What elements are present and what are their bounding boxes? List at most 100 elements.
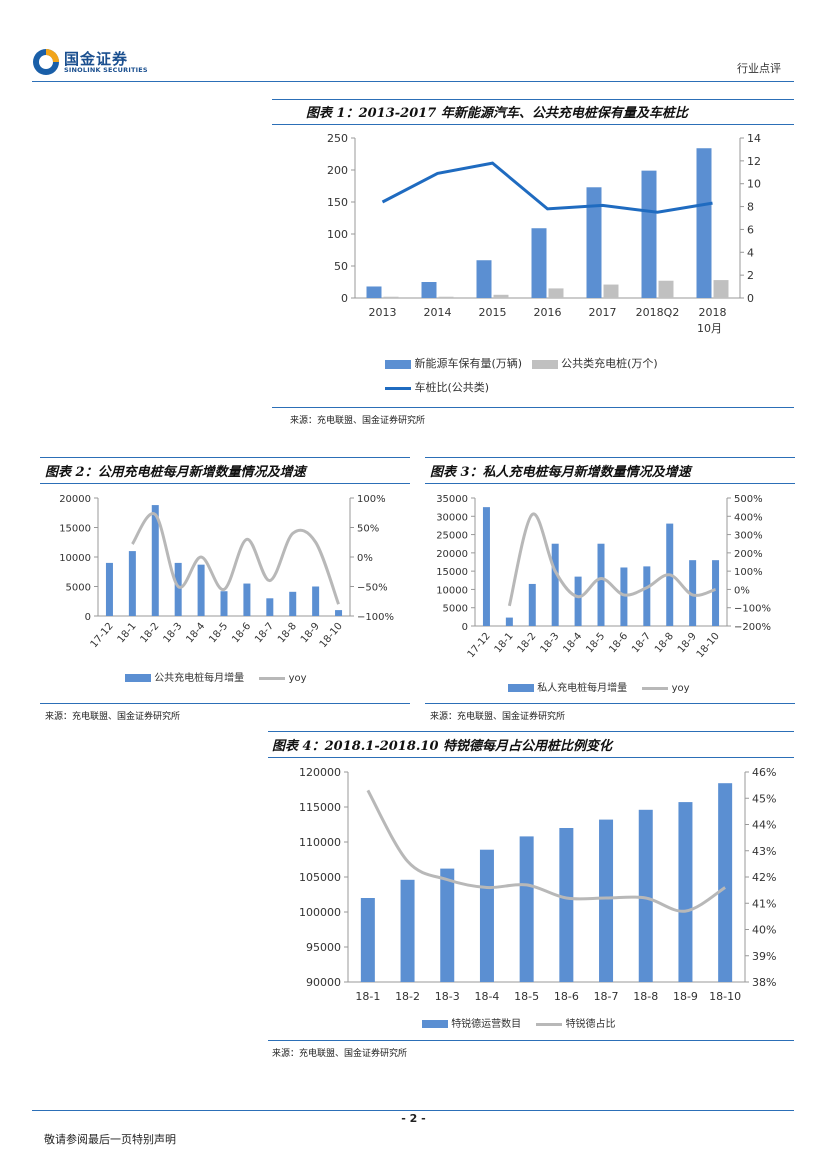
figure-3-legend: 私人充电桩每月增量 yoy (508, 679, 690, 694)
figure-2-caption-rule (40, 483, 410, 484)
y2-tick-label: 8 (747, 201, 754, 214)
y-tick-label: 0 (85, 612, 91, 623)
bar (312, 586, 320, 616)
y2-tick-label: 50% (357, 524, 379, 535)
y2-tick-label: 45% (752, 792, 776, 805)
bar (243, 583, 251, 616)
y-tick-label: 25000 (436, 531, 468, 542)
figure-3-top-rule (425, 457, 795, 458)
figure-4-legend: 特锐德运营数目 特锐德占比 (422, 1015, 616, 1030)
figure-4-caption-rule (268, 757, 794, 758)
legend-swatch-line-gray (259, 676, 286, 680)
x-tick-label: 18-4 (474, 990, 499, 1003)
figure-2-caption: 图表 2：公用充电桩每月新增数量情况及增速 (45, 465, 306, 480)
bar (643, 566, 651, 626)
bar (712, 560, 720, 626)
x-tick-label: 18-6 (230, 621, 253, 645)
bar (531, 228, 547, 298)
x-tick-label: 2018 (699, 306, 727, 319)
bar (597, 543, 605, 626)
x-tick-label: 18-10 (695, 631, 722, 660)
section-label: 行业点评 (737, 62, 781, 75)
x-tick-label: 18-3 (435, 990, 460, 1003)
bar (383, 296, 399, 298)
x-tick-label: 2016 (534, 306, 562, 319)
y2-tick-label: −100% (357, 612, 394, 623)
bar (641, 170, 657, 298)
series-line (507, 512, 717, 607)
legend-label-trd-share: 特锐德占比 (565, 1019, 616, 1030)
x-tick-label: 18-5 (207, 621, 230, 645)
y2-tick-label: 38% (752, 976, 776, 989)
bar (360, 898, 375, 982)
chart-3: 0 5000 10000 15000 20000 25000 30000 35000 −200%… (436, 494, 771, 660)
y-tick-label: 95000 (306, 941, 341, 954)
y-tick-label: 100000 (299, 906, 341, 919)
y-tick-label: 115000 (299, 801, 341, 814)
y2-tick-label: 41% (752, 897, 776, 910)
y-tick-label: 0 (462, 622, 468, 633)
legend-label-pile: 公共类充电桩(万个) (561, 357, 658, 370)
y2-tick-label: 100% (734, 567, 763, 578)
legend-swatch-bar-gray (531, 359, 558, 369)
x-tick-label: 18-7 (594, 990, 619, 1003)
x-tick-label: 18-8 (653, 631, 676, 655)
x-tick-label: 18-10 (709, 990, 741, 1003)
bar (548, 288, 564, 298)
y-tick-label: 20000 (59, 494, 91, 505)
bar (599, 819, 614, 982)
x-tick-label: 18-6 (607, 631, 630, 655)
legend-label-private-monthly: 私人充电桩每月增量 (537, 683, 628, 694)
legend-swatch-bar-blue (422, 1020, 448, 1028)
x-tick-label: 18-3 (161, 621, 184, 645)
x-tick-label: 2013 (369, 306, 397, 319)
bar (713, 280, 729, 298)
page-number: - 2 - (401, 1112, 426, 1125)
figure-3-bottom-rule (425, 703, 795, 704)
x-tick-label: 18-1 (355, 990, 380, 1003)
x-tick-label: 18-1 (116, 621, 139, 645)
bar (174, 562, 182, 616)
y-tick-label: 110000 (299, 836, 341, 849)
bar (620, 567, 628, 626)
legend-label-yoy: yoy (671, 683, 690, 694)
header-rule (32, 81, 794, 82)
figure-2-bottom-rule (40, 703, 410, 704)
y-tick-label: 50 (334, 260, 348, 273)
figure-4-caption: 图表 4：2018.1-2018.10 特锐德每月占公用桩比例变化 (272, 739, 613, 754)
logo-text-cn: 国金证券 (64, 50, 129, 68)
x-tick-label: 18-2 (139, 621, 162, 645)
y2-tick-label: 40% (752, 924, 776, 937)
y-tick-label: 5000 (66, 583, 91, 594)
legend-label-yoy: yoy (288, 673, 307, 684)
y-tick-label: 100 (327, 228, 348, 241)
x-tick-label: 10月 (697, 322, 722, 335)
bar (658, 280, 674, 298)
legend-label-public-monthly: 公共充电桩每月增量 (154, 673, 245, 684)
legend-swatch-bar-blue (385, 359, 411, 369)
y-tick-label: 200 (327, 164, 348, 177)
bar (696, 148, 712, 298)
y2-tick-label: 43% (752, 845, 776, 858)
x-tick-label: 2014 (424, 306, 452, 319)
bar (603, 284, 619, 298)
bar (479, 849, 494, 982)
y-tick-label: 250 (327, 132, 348, 145)
bar (574, 576, 582, 626)
bar (505, 617, 513, 626)
logo-icon (33, 49, 59, 75)
x-tick-label: 18-9 (673, 990, 698, 1003)
y2-tick-label: 0% (734, 585, 750, 596)
bar (105, 562, 113, 616)
bar (528, 583, 536, 626)
y-tick-label: 120000 (299, 766, 341, 779)
bar (482, 507, 490, 626)
legend-swatch-bar-blue (125, 674, 151, 682)
bar (678, 802, 693, 982)
y2-tick-label: 10 (747, 178, 761, 191)
y2-tick-label: −100% (734, 604, 771, 615)
y-tick-label: 90000 (306, 976, 341, 989)
y2-tick-label: 39% (752, 950, 776, 963)
y-tick-label: 15000 (436, 567, 468, 578)
figure-2-legend: 公共充电桩每月增量 yoy (125, 669, 307, 684)
